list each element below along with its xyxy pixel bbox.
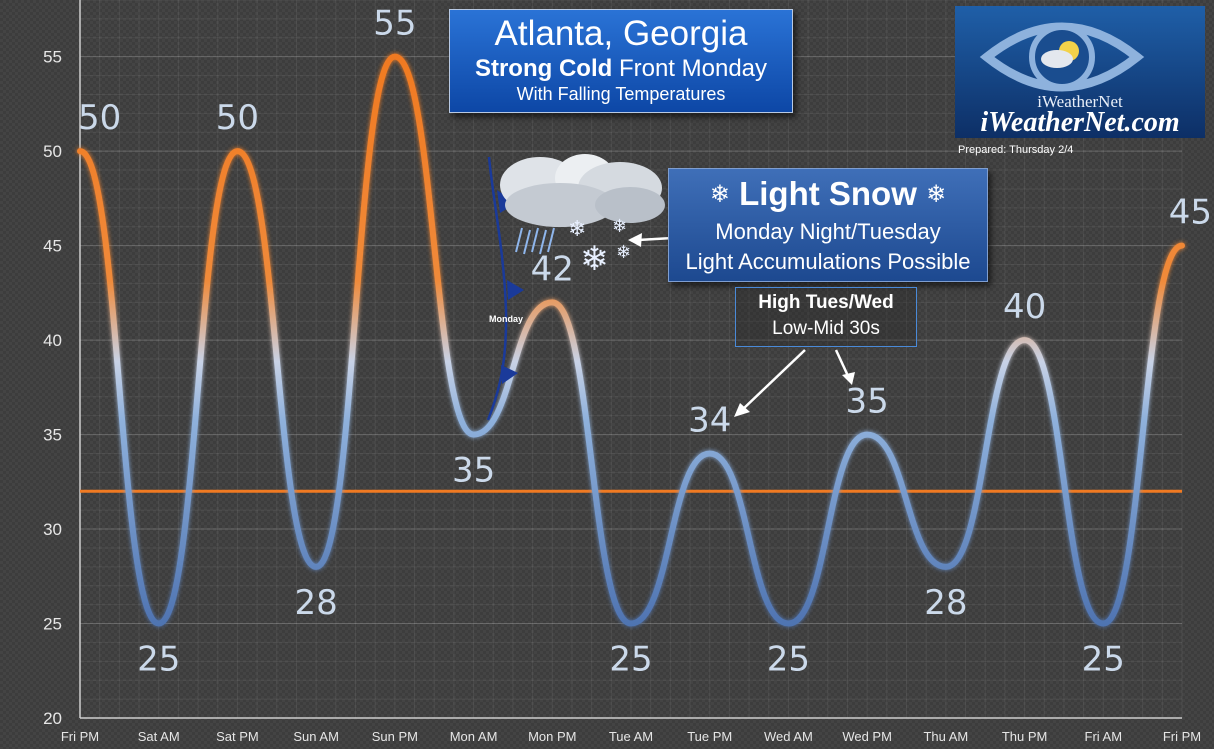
snow-line-1: Monday Night/Tuesday — [715, 219, 941, 244]
prepared-date: Prepared: Thursday 2/4 — [958, 144, 1074, 156]
chart-subtitle: Strong Cold Front Monday — [474, 55, 768, 82]
snowflake-icon: ❄ — [926, 181, 947, 208]
data-label: 25 — [609, 640, 652, 680]
snow-heading: Light Snow — [739, 175, 917, 212]
data-label: 42 — [531, 249, 574, 289]
chart-title: Atlanta, Georgia — [494, 14, 748, 53]
snowflake-icon: ❄ — [709, 181, 730, 208]
svg-text:❄: ❄ — [568, 217, 586, 242]
svg-text:❄: ❄ — [616, 242, 631, 263]
snow-cloud-icon: ❄ ❄ ❄ ❄ — [500, 154, 665, 279]
svg-text:❄: ❄ — [580, 239, 609, 279]
y-tick-label: 30 — [43, 520, 62, 539]
high-heading: High Tues/Wed — [758, 292, 894, 313]
x-tick-label: Fri PM — [61, 729, 99, 744]
x-tick-label: Thu PM — [1002, 729, 1048, 744]
y-tick-label: 45 — [43, 237, 62, 256]
x-tick-label: Fri PM — [1163, 729, 1201, 744]
temperature-series-line — [77, 53, 1185, 627]
y-tick-label: 55 — [43, 48, 62, 67]
data-label: 34 — [688, 400, 731, 440]
x-tick-label: Mon PM — [528, 729, 576, 744]
data-label: 25 — [767, 640, 810, 680]
cold-front-label: Monday — [489, 314, 524, 324]
svg-text:❄: ❄ — [612, 216, 627, 237]
x-tick-label: Fri AM — [1085, 729, 1123, 744]
data-label: 28 — [924, 583, 967, 623]
logo-brand-large: iWeatherNet.com — [980, 107, 1180, 138]
eye-icon — [979, 22, 1145, 92]
x-tick-label: Mon AM — [450, 729, 498, 744]
y-tick-label: 40 — [43, 331, 62, 350]
logo-brand-small: iWeatherNet — [1037, 92, 1123, 111]
x-tick-label: Tue AM — [609, 729, 653, 744]
data-label: 35 — [452, 451, 495, 491]
x-tick-label: Sat AM — [138, 729, 180, 744]
y-tick-label: 50 — [43, 142, 62, 161]
x-tick-label: Sat PM — [216, 729, 259, 744]
y-tick-label: 20 — [43, 709, 62, 728]
y-axis-ticks: 20 25 30 35 40 45 50 55 — [43, 48, 62, 728]
snow-line-2: Light Accumulations Possible — [685, 249, 971, 274]
x-tick-label: Wed PM — [842, 729, 892, 744]
data-label: 50 — [78, 98, 121, 138]
x-tick-label: Wed AM — [764, 729, 813, 744]
data-label: 55 — [373, 4, 416, 44]
high-tues-wed-callout: High Tues/Wed Low-Mid 30s — [735, 287, 917, 347]
data-label: 40 — [1003, 287, 1046, 327]
x-tick-label: Tue PM — [687, 729, 732, 744]
axes — [79, 0, 1182, 719]
data-label: 50 — [216, 98, 259, 138]
y-tick-label: 35 — [43, 426, 62, 445]
iweathernet-logo: iWeatherNet iWeatherNet.com — [955, 6, 1205, 138]
data-label: 25 — [1082, 640, 1125, 680]
x-tick-label: Thu AM — [923, 729, 968, 744]
light-snow-callout: ❄ Light Snow ❄ Monday Night/Tuesday Ligh… — [668, 168, 988, 282]
x-tick-label: Sun AM — [293, 729, 339, 744]
data-label: 28 — [295, 583, 338, 623]
chart-subtitle-2: With Falling Temperatures — [516, 84, 726, 104]
data-label: 45 — [1169, 193, 1212, 233]
data-labels: 50 25 50 28 55 35 42 25 34 25 35 28 40 25 45 — [78, 4, 1212, 680]
data-label: 35 — [846, 382, 889, 422]
x-axis-ticks: Fri PM Sat AM Sat PM Sun AM Sun PM Mon AM Mon … — [61, 729, 1201, 744]
high-line-1: Low-Mid 30s — [772, 318, 880, 339]
data-label: 25 — [137, 640, 180, 680]
x-tick-label: Sun PM — [372, 729, 418, 744]
y-tick-label: 25 — [43, 615, 62, 634]
title-box: Atlanta, Georgia Strong Cold Front Monda… — [449, 9, 793, 113]
